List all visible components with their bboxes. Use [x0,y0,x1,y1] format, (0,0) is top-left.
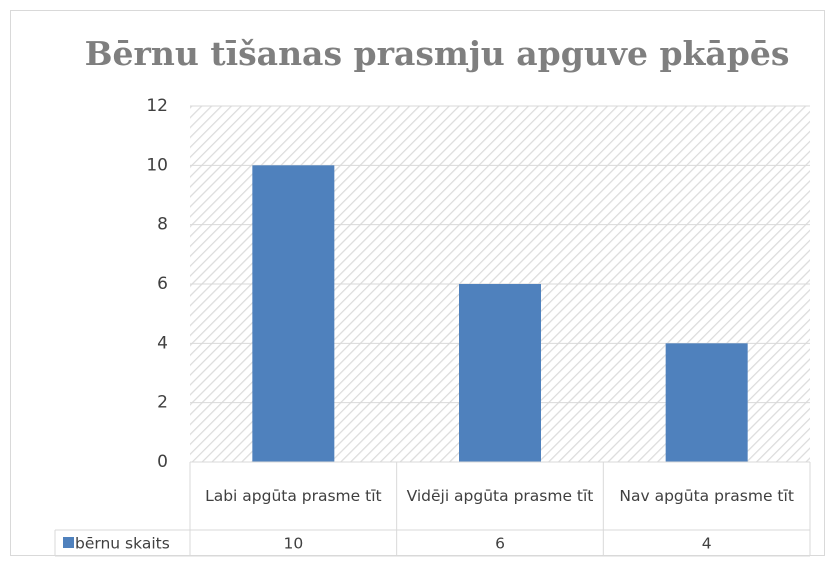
x-tick-label: Labi apgūta prasme tīt [205,487,382,505]
table-value: 4 [702,535,712,553]
category-cell: Labi apgūta prasme tīt [205,487,382,505]
bar [459,284,541,462]
table-value: 10 [283,535,303,553]
category-cell: Vidēji apgūta prasme tīt [406,487,594,505]
y-tick-label: 6 [157,274,168,294]
x-tick-label: Nav apgūta prasme tīt [619,487,794,505]
x-tick-label: Vidēji apgūta prasme tīt [406,487,594,505]
category-cell: Nav apgūta prasme tīt [619,487,794,505]
legend-swatch [63,537,74,548]
chart-title: Bērnu tīšanas prasmju apguve pkāpēs [85,34,790,73]
bar [252,165,335,463]
legend-label: bērnu skaits [75,535,170,553]
y-tick-label: 0 [157,452,168,472]
y-tick-label: 2 [157,393,168,413]
y-tick-label: 4 [157,333,168,353]
y-tick-label: 8 [157,215,168,235]
table-value: 6 [495,535,505,553]
y-tick-label: 12 [146,96,168,116]
y-tick-label: 10 [146,155,168,175]
bar [665,343,748,462]
